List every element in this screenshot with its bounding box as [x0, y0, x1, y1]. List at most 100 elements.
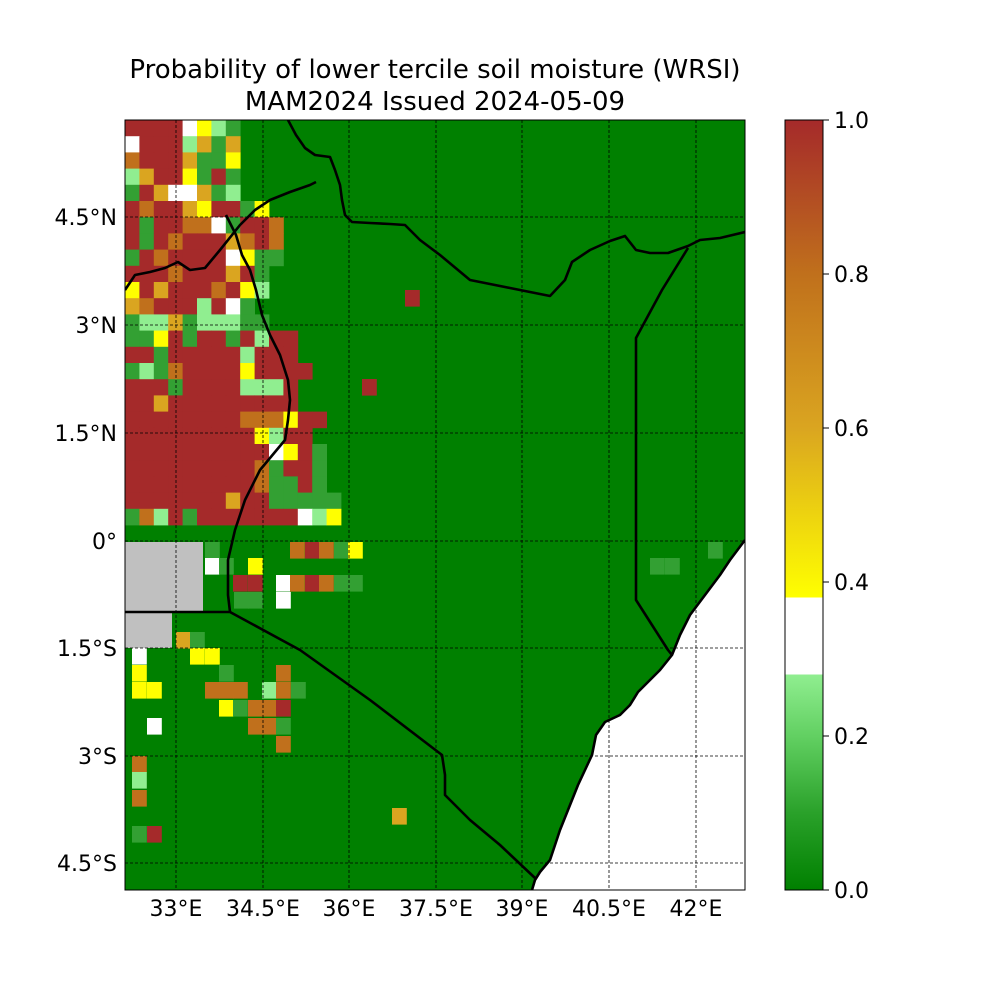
probability-cell	[139, 168, 155, 186]
probability-cell	[233, 682, 248, 699]
probability-cell	[248, 718, 263, 735]
probability-cell	[312, 492, 327, 510]
probability-cell	[219, 700, 234, 717]
probability-cell	[125, 395, 140, 412]
probability-cell	[240, 411, 255, 429]
probability-cell	[225, 120, 241, 137]
probability-cell	[182, 201, 198, 218]
probability-cell	[269, 363, 284, 380]
probability-cell	[211, 379, 227, 396]
probability-cell	[211, 460, 227, 477]
probability-cell	[219, 682, 234, 699]
probability-cell	[225, 184, 241, 202]
probability-cell	[269, 233, 284, 250]
map-plot-area	[125, 120, 745, 890]
probability-cell	[225, 265, 241, 283]
probability-cell	[283, 379, 299, 396]
lon-tick-label: 34.5°E	[226, 897, 300, 922]
probability-cell	[153, 314, 169, 331]
probability-cell	[211, 476, 227, 493]
probability-cell	[240, 379, 255, 396]
probability-cell	[334, 575, 349, 592]
lat-tick-label: 1.5°N	[55, 422, 117, 447]
probability-cell	[240, 444, 255, 461]
probability-cell	[182, 492, 198, 510]
probability-cell	[190, 632, 205, 649]
chart-title: Probability of lower tercile soil moistu…	[129, 55, 741, 85]
probability-cell	[139, 492, 155, 510]
probability-cell	[297, 492, 313, 510]
probability-cell	[240, 249, 255, 267]
probability-cell	[197, 346, 212, 364]
probability-cell	[168, 184, 183, 202]
probability-cell	[197, 184, 212, 202]
probability-cell	[125, 201, 140, 218]
lon-tick-label: 39°E	[496, 897, 549, 922]
probability-cell	[283, 346, 299, 364]
probability-cell	[225, 314, 241, 331]
probability-cell	[326, 508, 342, 526]
probability-cell	[153, 282, 169, 299]
colorbar-tick-label: 1.0	[834, 109, 869, 134]
probability-cell	[125, 346, 140, 364]
probability-cell	[240, 314, 255, 331]
probability-cell	[139, 217, 155, 234]
probability-cell	[225, 330, 241, 348]
probability-cell	[153, 411, 169, 429]
probability-cell	[197, 476, 212, 493]
longitude-tick-labels: 33°E 34.5°E 36°E 37.5°E 39°E 40.5°E 42°E	[150, 897, 723, 922]
probability-cell	[197, 427, 212, 445]
probability-cell	[139, 282, 155, 299]
probability-cell	[240, 282, 255, 299]
probability-cell	[225, 379, 241, 396]
probability-cell	[283, 492, 299, 510]
probability-cell	[297, 427, 313, 445]
probability-cell	[132, 665, 147, 682]
probability-cell	[211, 411, 227, 429]
probability-cell	[139, 201, 155, 218]
probability-cell	[211, 346, 227, 364]
probability-cell	[125, 136, 140, 153]
probability-cell	[168, 411, 183, 429]
probability-cell	[276, 736, 291, 753]
probability-cell	[168, 330, 183, 348]
probability-cell	[211, 120, 227, 137]
probability-cell	[254, 346, 270, 364]
probability-cell	[139, 379, 155, 396]
probability-cell	[211, 168, 227, 186]
probability-cell	[319, 575, 334, 592]
probability-cell	[312, 476, 327, 493]
probability-cell	[153, 476, 169, 493]
probability-cell	[269, 476, 284, 493]
probability-cell	[153, 363, 169, 380]
probability-cell	[225, 363, 241, 380]
probability-cell	[225, 427, 241, 445]
probability-cell	[125, 476, 140, 493]
probability-cell	[182, 363, 198, 380]
probability-cell	[125, 427, 140, 445]
probability-cell	[176, 632, 191, 649]
lat-tick-label: 1.5°S	[57, 637, 117, 662]
probability-cell	[211, 233, 227, 250]
probability-cell	[153, 346, 169, 364]
gridlines	[125, 120, 745, 890]
probability-cell	[139, 460, 155, 477]
colorbar-tick-label: 0.4	[834, 571, 869, 596]
lat-tick-label: 3°N	[76, 314, 117, 339]
probability-cell	[211, 282, 227, 299]
probability-cell	[240, 201, 255, 218]
probability-cell	[153, 152, 169, 169]
probability-cell	[132, 772, 147, 789]
plot-frame	[124, 119, 746, 891]
kenya-tanzania-border	[125, 610, 536, 879]
probability-cell	[153, 120, 169, 137]
probability-cell	[211, 395, 227, 412]
probability-cell	[182, 395, 198, 412]
probability-cell	[233, 700, 248, 717]
probability-cell	[182, 411, 198, 429]
probability-cell	[168, 476, 183, 493]
probability-cell	[248, 558, 263, 575]
probability-cell	[139, 184, 155, 202]
probability-cell	[283, 330, 299, 348]
probability-cell	[197, 379, 212, 396]
